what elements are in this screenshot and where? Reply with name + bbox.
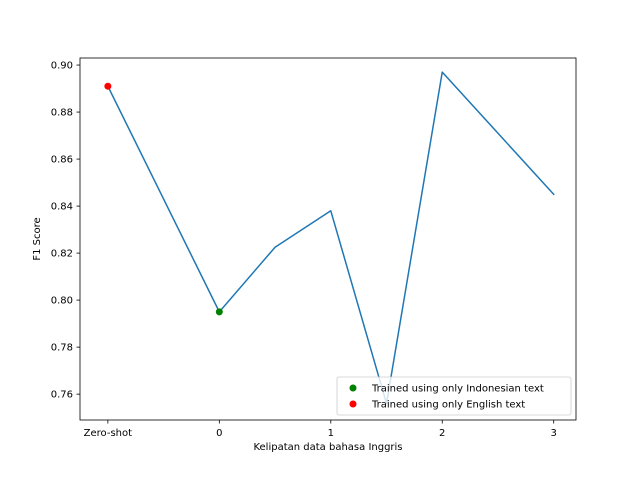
marker-english-point [104, 82, 112, 90]
legend-label-english: Trained using only English text [371, 400, 525, 411]
x-axis-ticks: Zero-shot 0 1 2 3 [84, 420, 557, 439]
y-tick-label: 0.80 [51, 296, 73, 307]
x-tick-label: 2 [439, 428, 445, 439]
x-tick-label: 0 [216, 428, 222, 439]
marker-layer [104, 82, 223, 316]
y-tick-label: 0.78 [51, 343, 73, 354]
y-tick-label: 0.76 [51, 390, 73, 401]
legend: Trained using only Indonesian text Train… [336, 376, 572, 416]
x-tick-label: 3 [551, 428, 557, 439]
y-axis-label: F1 Score [32, 217, 43, 260]
y-tick-label: 0.84 [51, 202, 73, 213]
x-axis-label: Kelipatan data bahasa Inggris [253, 442, 402, 453]
y-tick-label: 0.82 [51, 249, 73, 260]
legend-marker-english [349, 400, 357, 408]
x-tick-label: 1 [328, 428, 334, 439]
legend-frame [336, 376, 572, 416]
x-tick-label: Zero-shot [84, 428, 132, 439]
marker-indonesian-point [215, 308, 223, 316]
plot-area-background [80, 58, 576, 420]
legend-marker-indonesian [349, 384, 357, 392]
y-tick-label: 0.90 [51, 61, 73, 72]
y-tick-label: 0.86 [51, 155, 73, 166]
plot-area-frame [79, 57, 577, 421]
legend-label-indonesian: Trained using only Indonesian text [371, 384, 544, 395]
y-axis-ticks: 0.76 0.78 0.80 0.82 0.84 0.86 0.88 0.90 [51, 61, 80, 401]
y-tick-label: 0.88 [51, 108, 73, 119]
